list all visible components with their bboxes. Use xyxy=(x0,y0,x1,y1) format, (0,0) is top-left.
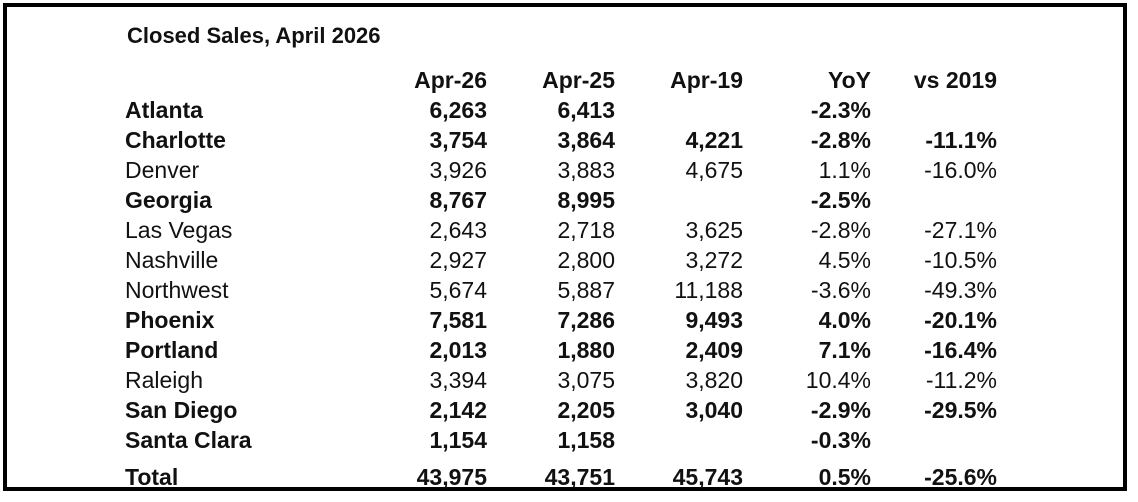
cell-yoy: 4.5% xyxy=(818,247,871,273)
cell-vs-2019: -29.5% xyxy=(924,397,997,423)
cell-yoy: -2.5% xyxy=(810,187,871,213)
cell-apr-26: 1,154 xyxy=(429,427,487,453)
cell-apr-25: 7,286 xyxy=(557,307,615,333)
row-label: Portland xyxy=(125,337,219,363)
cell-yoy: -2.8% xyxy=(810,217,871,243)
cell-apr-25: 2,205 xyxy=(557,397,615,423)
column-header-vs-2019: vs 2019 xyxy=(913,67,997,93)
column-header-apr-26: Apr-26 xyxy=(414,67,487,93)
cell-apr-26: 43,975 xyxy=(416,464,487,490)
row-label: Raleigh xyxy=(125,367,203,393)
cell-vs-2019: -11.1% xyxy=(925,127,997,153)
row-label: Charlotte xyxy=(125,127,226,153)
table-row: Atlanta 6,263 6,413 -2.3% xyxy=(7,95,1131,125)
table-row: Raleigh 3,394 3,075 3,820 10.4% -11.2% xyxy=(7,365,1131,395)
cell-vs-2019: -11.2% xyxy=(925,367,997,393)
cell-apr-19: 3,820 xyxy=(685,367,743,393)
cell-apr-25: 8,995 xyxy=(557,187,615,213)
cell-vs-2019: -10.5% xyxy=(924,247,997,273)
table-row: Las Vegas 2,643 2,718 3,625 -2.8% -27.1% xyxy=(7,215,1131,245)
cell-yoy: -0.3% xyxy=(810,427,871,453)
cell-apr-19: 11,188 xyxy=(674,277,743,303)
cell-apr-19: 4,221 xyxy=(685,127,743,153)
cell-apr-25: 5,887 xyxy=(557,277,615,303)
cell-vs-2019: -16.0% xyxy=(924,157,997,183)
cell-apr-26: 3,394 xyxy=(429,367,487,393)
cell-yoy: -2.8% xyxy=(810,127,871,153)
cell-apr-19: 4,675 xyxy=(685,157,743,183)
table-row: Santa Clara 1,154 1,158 -0.3% xyxy=(7,425,1131,455)
cell-apr-19: 3,625 xyxy=(685,217,743,243)
row-label: Atlanta xyxy=(125,97,203,123)
row-label: Georgia xyxy=(125,187,212,213)
cell-apr-19: 3,272 xyxy=(685,247,743,273)
cell-apr-26: 7,581 xyxy=(429,307,487,333)
cell-apr-19: 45,743 xyxy=(672,464,743,490)
table-title: Closed Sales, April 2026 xyxy=(127,23,381,48)
cell-apr-26: 8,767 xyxy=(429,187,487,213)
cell-apr-26: 3,754 xyxy=(429,127,487,153)
row-label: Las Vegas xyxy=(125,217,233,243)
cell-apr-26: 6,263 xyxy=(429,97,487,123)
cell-apr-25: 2,718 xyxy=(557,217,615,243)
cell-apr-19: 9,493 xyxy=(685,307,743,333)
cell-yoy: 4.0% xyxy=(818,307,871,333)
cell-yoy: 10.4% xyxy=(805,367,871,393)
cell-apr-26: 5,674 xyxy=(429,277,487,303)
row-label: Total xyxy=(125,464,179,490)
cell-yoy: 7.1% xyxy=(818,337,871,363)
cell-apr-26: 2,927 xyxy=(429,247,487,273)
cell-vs-2019: -27.1% xyxy=(924,217,997,243)
column-header-apr-25: Apr-25 xyxy=(542,67,615,93)
cell-apr-25: 3,864 xyxy=(557,127,615,153)
cell-apr-25: 6,413 xyxy=(557,97,615,123)
row-label: San Diego xyxy=(125,397,238,423)
cell-apr-26: 3,926 xyxy=(429,157,487,183)
table-row: Phoenix 7,581 7,286 9,493 4.0% -20.1% xyxy=(7,305,1131,335)
cell-apr-25: 3,883 xyxy=(557,157,615,183)
cell-apr-19: 3,040 xyxy=(685,397,743,423)
table-row: Nashville 2,927 2,800 3,272 4.5% -10.5% xyxy=(7,245,1131,275)
table-row: San Diego 2,142 2,205 3,040 -2.9% -29.5% xyxy=(7,395,1131,425)
cell-apr-25: 3,075 xyxy=(557,367,615,393)
cell-apr-26: 2,013 xyxy=(429,337,487,363)
cell-apr-26: 2,643 xyxy=(429,217,487,243)
cell-apr-25: 1,158 xyxy=(557,427,615,453)
sales-table-frame: Closed Sales, April 2026 Apr-26 Apr-25 A… xyxy=(3,3,1127,491)
cell-yoy: 0.5% xyxy=(818,464,871,490)
column-header-row: Apr-26 Apr-25 Apr-19 YoY vs 2019 xyxy=(7,65,1131,95)
table-row: Charlotte 3,754 3,864 4,221 -2.8% -11.1% xyxy=(7,125,1131,155)
row-label: Nashville xyxy=(125,247,219,273)
cell-yoy: -2.9% xyxy=(810,397,871,423)
cell-yoy: -2.3% xyxy=(810,97,871,123)
cell-apr-25: 1,880 xyxy=(557,337,615,363)
row-label: Phoenix xyxy=(125,307,215,333)
cell-apr-19: 2,409 xyxy=(685,337,743,363)
total-row: Total 43,975 43,751 45,743 0.5% -25.6% xyxy=(7,462,1131,492)
cell-vs-2019: -20.1% xyxy=(924,307,997,333)
column-header-yoy: YoY xyxy=(827,67,871,93)
cell-yoy: 1.1% xyxy=(818,157,871,183)
column-header-apr-19: Apr-19 xyxy=(670,67,743,93)
row-label: Denver xyxy=(125,157,200,183)
row-label: Santa Clara xyxy=(125,427,252,453)
row-label: Northwest xyxy=(125,277,229,303)
cell-apr-25: 43,751 xyxy=(544,464,615,490)
table-row: Portland 2,013 1,880 2,409 7.1% -16.4% xyxy=(7,335,1131,365)
cell-apr-26: 2,142 xyxy=(429,397,487,423)
table-row: Northwest 5,674 5,887 11,188 -3.6% -49.3% xyxy=(7,275,1131,305)
cell-vs-2019: -25.6% xyxy=(924,464,997,490)
cell-apr-25: 2,800 xyxy=(557,247,615,273)
cell-vs-2019: -49.3% xyxy=(924,277,997,303)
cell-yoy: -3.6% xyxy=(810,277,871,303)
table-row: Denver 3,926 3,883 4,675 1.1% -16.0% xyxy=(7,155,1131,185)
table-row: Georgia 8,767 8,995 -2.5% xyxy=(7,185,1131,215)
cell-vs-2019: -16.4% xyxy=(924,337,997,363)
